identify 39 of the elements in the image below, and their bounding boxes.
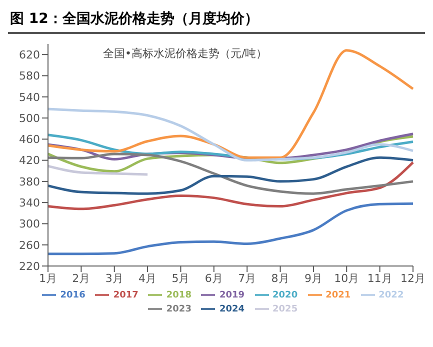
x-tick-label: 6月 xyxy=(204,272,223,285)
legend-label: 2019 xyxy=(219,290,245,300)
legend-label: 2024 xyxy=(219,304,245,314)
y-tick-label: 300 xyxy=(19,218,40,231)
x-tick-label: 10月 xyxy=(334,272,360,285)
line-series xyxy=(46,202,414,256)
x-tick-label: 1月 xyxy=(39,272,57,285)
y-tick-label: 260 xyxy=(19,238,40,252)
y-tick-label: 620 xyxy=(19,48,40,62)
x-tick-label: 7月 xyxy=(238,272,256,285)
y-tick-label: 500 xyxy=(19,112,40,125)
x-tick-label: 9月 xyxy=(304,272,322,285)
legend-label: 2020 xyxy=(272,290,298,300)
x-tick-label: 3月 xyxy=(105,272,124,285)
legend-label: 2016 xyxy=(60,290,86,300)
x-tick-label: 2月 xyxy=(72,272,90,285)
legend-label: 2018 xyxy=(166,290,192,300)
line-series xyxy=(46,49,414,159)
x-tick-label: 5月 xyxy=(172,272,190,285)
y-tick-label: 380 xyxy=(19,175,40,188)
legend-label: 2022 xyxy=(378,290,404,300)
annotation: 全国•高标水泥价格走势（元/吨） xyxy=(103,46,268,61)
y-tick-label: 220 xyxy=(19,260,40,273)
line-series xyxy=(46,164,149,176)
legend-label: 2023 xyxy=(166,304,192,314)
y-tick-label: 580 xyxy=(19,70,40,83)
chart-title: 图 12：全国水泥价格走势（月度均价） xyxy=(8,8,425,34)
y-tick-label: 540 xyxy=(19,90,40,104)
y-tick-label: 420 xyxy=(19,154,40,168)
legend-label: 2021 xyxy=(326,290,351,300)
y-tick-label: 340 xyxy=(19,196,40,210)
legend-label: 2017 xyxy=(113,290,138,300)
x-tick-label: 11月 xyxy=(367,272,392,285)
line-series xyxy=(46,161,414,210)
x-tick-label: 8月 xyxy=(271,272,290,285)
line-series xyxy=(46,108,414,162)
x-tick-label: 12月 xyxy=(400,272,426,285)
y-tick-label: 460 xyxy=(19,133,40,146)
x-tick-label: 4月 xyxy=(138,272,157,285)
